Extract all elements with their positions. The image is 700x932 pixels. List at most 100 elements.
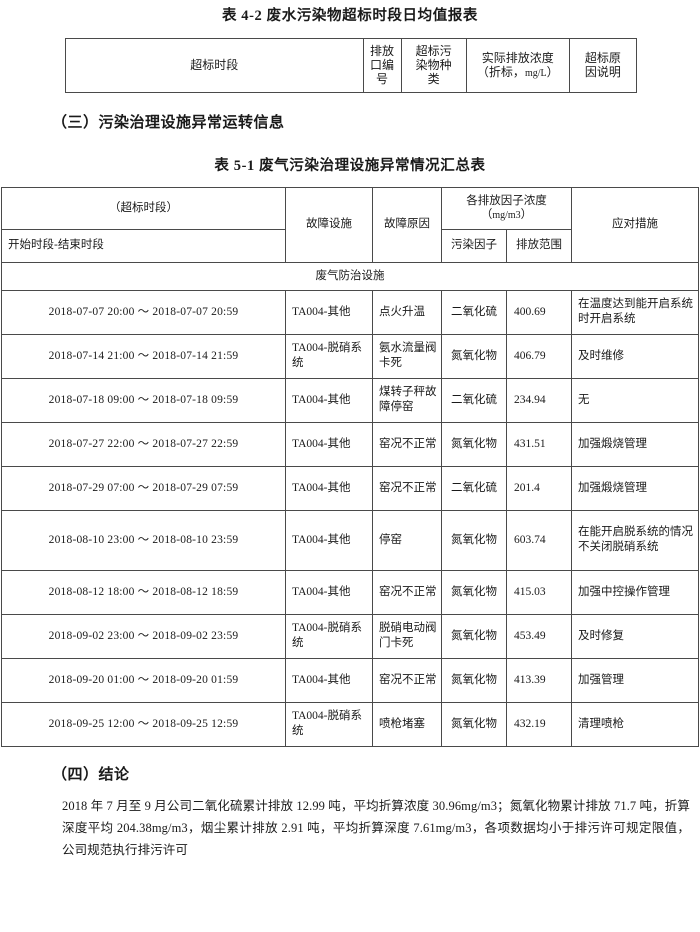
cell-factor: 二氧化硫 — [441, 465, 507, 511]
header-line-reason-1: 超标原 — [584, 51, 621, 66]
cell-measure: 无 — [571, 377, 699, 423]
cell-range: 415.03 — [506, 569, 572, 615]
header-line-outlet-3: 号 — [376, 71, 389, 86]
cell-facility: TA004-其他 — [285, 657, 373, 703]
table-row: 2018-07-18 09:00 ～ 2018-07-18 09:59 TA004… — [1, 377, 699, 423]
cell-facility: TA004-其他 — [285, 569, 373, 615]
cell-factor: 氮氧化物 — [441, 569, 507, 615]
cell-cause: 喷枪堵塞 — [372, 701, 442, 747]
cell-range: 400.69 — [506, 289, 572, 335]
header-cell-period-sub: 开始时段-结束时段 — [1, 228, 286, 263]
cell-cause: 点火升温 — [372, 289, 442, 335]
cell-range: 603.74 — [506, 509, 572, 571]
cell-period: 2018-07-07 20:00 ～ 2018-07-07 20:59 — [1, 289, 286, 335]
cell-facility: TA004-脱硝系统 — [285, 701, 373, 747]
header-cell-facility: 故障设施 — [285, 186, 373, 263]
cell-cause: 停窑 — [372, 509, 442, 571]
cell-measure: 加强煅烧管理 — [571, 465, 699, 511]
table-row: 2018-08-10 23:00 ～ 2018-08-10 23:59 TA004… — [1, 509, 699, 571]
cell-range: 432.19 — [506, 701, 572, 747]
table-row: 超标时段 排放 口编 号 超标污 染物种 类 实际排放浓度 （折标，mg/L） … — [65, 38, 638, 94]
header-cell-pollutant-type: 超标污 染物种 类 — [400, 38, 467, 94]
cell-measure: 加强中控操作管理 — [571, 569, 699, 615]
cell-factor: 氮氧化物 — [441, 701, 507, 747]
cell-measure: 及时修复 — [571, 613, 699, 659]
table-5-1-head: （超标时段） 故障设施 故障原因 各排放因子浓度 （mg/m3） 应对措施 开始… — [1, 186, 699, 263]
header-line-pollutant-3: 类 — [427, 71, 440, 86]
table-row: 2018-09-02 23:00 ～ 2018-09-02 23:59 TA004… — [1, 613, 699, 659]
cell-range: 413.39 — [506, 657, 572, 703]
header-cell-concentration-group: 各排放因子浓度 （mg/m3） — [441, 186, 572, 230]
table-4-2: 超标时段 排放 口编 号 超标污 染物种 类 实际排放浓度 （折标，mg/L） … — [65, 38, 638, 94]
header-line-outlet-1: 排放 — [370, 44, 395, 59]
cell-cause: 窑况不正常 — [372, 465, 442, 511]
cell-facility: TA004-其他 — [285, 289, 373, 335]
cell-range: 406.79 — [506, 333, 572, 379]
cell-cause: 窑况不正常 — [372, 657, 442, 703]
cell-period: 2018-09-25 12:00 ～ 2018-09-25 12:59 — [1, 701, 286, 747]
cell-factor: 氮氧化物 — [441, 509, 507, 571]
header-line-outlet-2: 口编 — [370, 57, 395, 72]
header-line-conc-1: 实际排放浓度 — [481, 51, 554, 66]
document-page: 表 4-2 废水污染物超标时段日均值报表 超标时段 排放 口编 号 超标污 染物… — [0, 8, 700, 932]
cell-cause: 窑况不正常 — [372, 421, 442, 467]
cell-measure: 在温度达到能开启系统时开启系统 — [571, 289, 699, 335]
header-cell-concentration: 实际排放浓度 （折标，mg/L） — [465, 38, 570, 94]
table-row: 2018-07-07 20:00 ～ 2018-07-07 20:59 TA004… — [1, 289, 699, 335]
table-row: 2018-09-20 01:00 ～ 2018-09-20 01:59 TA004… — [1, 657, 699, 703]
header-line-pollutant-1: 超标污 — [415, 44, 452, 59]
cell-cause: 窑况不正常 — [372, 569, 442, 615]
header-cell-range: 排放范围 — [506, 228, 572, 263]
cell-cause: 氨水流量阀卡死 — [372, 333, 442, 379]
table-group-row: 废气防治设施 — [1, 261, 699, 291]
table-header-row-1: （超标时段） 故障设施 故障原因 各排放因子浓度 （mg/m3） 应对措施 — [1, 186, 699, 263]
cell-period: 2018-07-14 21:00 ～ 2018-07-14 21:59 — [1, 333, 286, 379]
cell-measure: 加强管理 — [571, 657, 699, 703]
header-cell-period-group: （超标时段） — [1, 186, 286, 230]
header-cell-reason: 超标原 因说明 — [568, 38, 638, 94]
header-line-reason-2: 因说明 — [584, 64, 621, 79]
table-row: 2018-07-14 21:00 ～ 2018-07-14 21:59 TA004… — [1, 333, 699, 379]
cell-facility: TA004-脱硝系统 — [285, 613, 373, 659]
cell-period: 2018-07-27 22:00 ～ 2018-07-27 22:59 — [1, 421, 286, 467]
cell-cause: 脱硝电动阀门卡死 — [372, 613, 442, 659]
header-cell-cause: 故障原因 — [372, 186, 442, 263]
cell-range: 453.49 — [506, 613, 572, 659]
cell-period: 2018-07-29 07:00 ～ 2018-07-29 07:59 — [1, 465, 286, 511]
cell-measure: 加强煅烧管理 — [571, 421, 699, 467]
cell-range: 201.4 — [506, 465, 572, 511]
table-5-1: （超标时段） 故障设施 故障原因 各排放因子浓度 （mg/m3） 应对措施 开始… — [1, 186, 699, 747]
cell-facility: TA004-其他 — [285, 377, 373, 423]
concentration-unit: mg/m3 — [492, 210, 521, 222]
table-row: 2018-07-29 07:00 ～ 2018-07-29 07:59 TA004… — [1, 465, 699, 511]
cell-facility: TA004-其他 — [285, 509, 373, 571]
cell-facility: TA004-脱硝系统 — [285, 333, 373, 379]
cell-period: 2018-09-02 23:00 ～ 2018-09-02 23:59 — [1, 613, 286, 659]
header-cell-factor: 污染因子 — [441, 228, 507, 263]
cell-range: 431.51 — [506, 421, 572, 467]
cell-factor: 氮氧化物 — [441, 421, 507, 467]
concentration-unit: mg/L — [524, 67, 547, 79]
table-row: 2018-08-12 18:00 ～ 2018-08-12 18:59 TA004… — [1, 569, 699, 615]
cell-factor: 二氧化硫 — [441, 377, 507, 423]
table-5-1-caption: 表 5-1 废气污染治理设施异常情况汇总表 — [214, 158, 486, 175]
section-heading-three: （三）污染治理设施异常运转信息 — [52, 115, 285, 132]
table-row: 2018-09-25 12:00 ～ 2018-09-25 12:59 TA004… — [1, 701, 699, 747]
cell-measure: 清理喷枪 — [571, 701, 699, 747]
table-4-2-caption: 表 4-2 废水污染物超标时段日均值报表 — [221, 8, 479, 24]
cell-facility: TA004-其他 — [285, 465, 373, 511]
cell-measure: 及时维修 — [571, 333, 699, 379]
section-heading-four: （四）结论 — [52, 766, 130, 783]
group-label-waste-gas: 废气防治设施 — [1, 261, 699, 291]
header-line-conc-2: （折标，mg/L） — [476, 64, 559, 79]
conclusion-paragraph: 2018 年 7 月至 9 月公司二氧化硫累计排放 12.99 吨，平均折算浓度… — [62, 798, 690, 857]
cell-range: 234.94 — [506, 377, 572, 423]
header-cell-outlet-no: 排放 口编 号 — [362, 38, 402, 94]
header-cell-period: 超标时段 — [65, 38, 364, 94]
header-line-pollutant-2: 染物种 — [415, 57, 452, 72]
table-5-1-body: 废气防治设施 2018-07-07 20:00 ～ 2018-07-07 20:… — [1, 261, 699, 747]
cell-cause: 煤转子秤故障停窑 — [372, 377, 442, 423]
table-header-row-2: 开始时段-结束时段 污染因子 排放范围 — [1, 228, 699, 263]
header-line-concgroup-1: 各排放因子浓度 — [466, 194, 547, 207]
cell-facility: TA004-其他 — [285, 421, 373, 467]
